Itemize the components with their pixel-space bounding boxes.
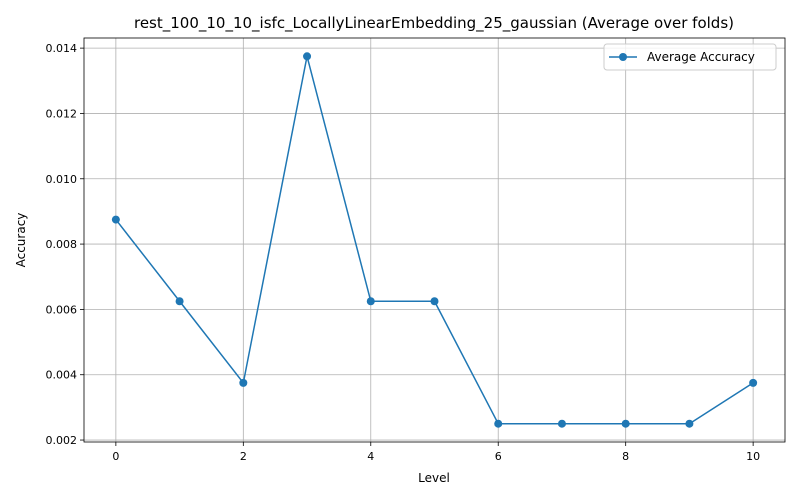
x-tick-label: 8 — [622, 450, 629, 463]
y-tick-label: 0.010 — [46, 173, 78, 186]
data-point — [621, 419, 630, 428]
data-point — [430, 297, 439, 306]
x-tick-label: 4 — [367, 450, 374, 463]
data-point — [749, 378, 758, 387]
data-point — [494, 419, 503, 428]
x-tick-label: 0 — [112, 450, 119, 463]
plot-frame — [83, 37, 786, 443]
y-tick-label: 0.002 — [46, 434, 78, 447]
y-tick-label: 0.012 — [46, 107, 78, 120]
legend: Average Accuracy — [603, 43, 777, 71]
data-point — [175, 297, 184, 306]
data-point — [303, 52, 312, 61]
y-axis-ticks: 0.002 0.004 0.006 0.008 0.010 0.012 0.014 — [46, 42, 84, 447]
x-axis-label: Level — [418, 471, 450, 485]
y-axis-label: Accuracy — [14, 213, 28, 268]
data-point — [111, 215, 120, 224]
y-tick-label: 0.014 — [46, 42, 78, 55]
chart-title: rest_100_10_10_isfc_LocallyLinearEmbeddi… — [134, 14, 734, 33]
x-tick-label: 2 — [240, 450, 247, 463]
legend-box — [603, 43, 777, 71]
data-point — [239, 378, 248, 387]
series-layer — [111, 52, 758, 428]
data-point — [366, 297, 375, 306]
y-tick-label: 0.004 — [46, 369, 78, 382]
data-point — [557, 419, 566, 428]
y-tick-label: 0.008 — [46, 238, 78, 251]
legend-point-marker — [619, 53, 627, 61]
y-tick-label: 0.006 — [46, 303, 78, 316]
x-axis-ticks: 0 2 4 6 8 10 — [112, 442, 760, 463]
legend-entry-label: Average Accuracy — [647, 50, 755, 64]
data-point — [685, 419, 694, 428]
x-tick-label: 10 — [746, 450, 760, 463]
x-tick-label: 6 — [495, 450, 502, 463]
